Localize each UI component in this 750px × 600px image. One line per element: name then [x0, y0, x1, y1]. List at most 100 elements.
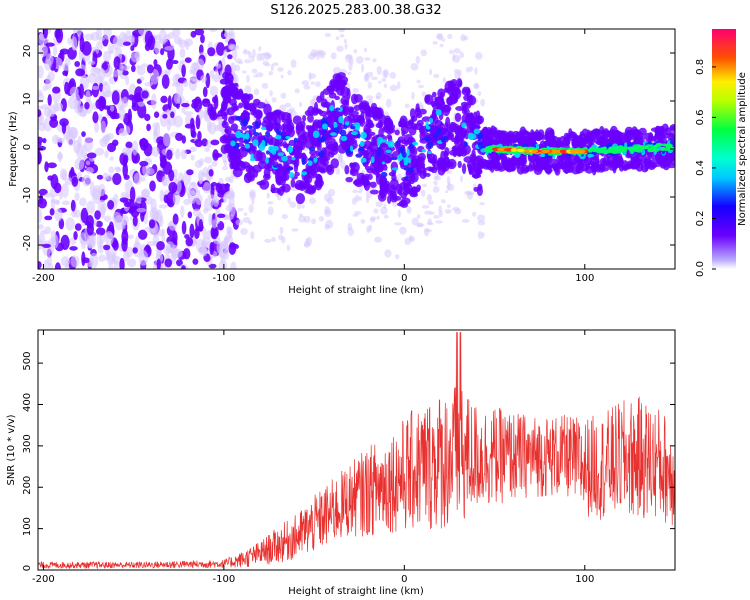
heatmap-cell — [295, 193, 306, 205]
heatmap-cell — [399, 122, 408, 128]
heatmap-cell — [294, 183, 300, 189]
heatmap-cell — [179, 48, 186, 59]
heatmap-cell — [224, 125, 232, 136]
heatmap-cell — [587, 149, 593, 153]
heatmap-cell — [539, 157, 549, 169]
heatmap-cell — [74, 60, 81, 67]
heatmap-cell — [485, 161, 494, 170]
heatmap-cell — [312, 130, 320, 139]
y-tick-label: -10 — [22, 187, 33, 203]
heatmap-cell — [211, 227, 218, 239]
heatmap-cell — [573, 135, 582, 142]
heatmap-cell — [133, 172, 143, 185]
heatmap-cell — [398, 226, 407, 235]
heatmap-cell — [230, 261, 237, 269]
heatmap-cell — [454, 112, 462, 122]
heatmap-cell — [287, 197, 292, 204]
heatmap-cell — [112, 70, 119, 78]
heatmap-cell — [181, 135, 187, 144]
heatmap-cell — [452, 54, 461, 63]
heatmap-cell — [441, 38, 446, 42]
heatmap-cell — [316, 95, 322, 103]
heatmap-cell — [309, 197, 317, 204]
heatmap-cell — [206, 119, 212, 133]
heatmap-cell — [168, 181, 178, 194]
heatmap-cell — [450, 79, 458, 86]
heatmap-cell — [355, 153, 363, 158]
heatmap-cell — [159, 48, 165, 56]
heatmap-cell — [473, 128, 481, 135]
heatmap-cell — [472, 211, 477, 217]
heatmap-cell — [45, 42, 55, 47]
heatmap-cell — [329, 104, 335, 112]
snr-plot-area — [38, 330, 675, 570]
heatmap-cell — [350, 166, 356, 175]
heatmap-cell — [421, 91, 427, 97]
heatmap-cell — [267, 200, 274, 205]
heatmap-cell — [477, 231, 483, 240]
heatmap-cell — [61, 183, 69, 198]
heatmap-cell — [369, 181, 377, 188]
heatmap-cell — [103, 29, 112, 40]
heatmap-cell — [161, 175, 170, 187]
heatmap-cell — [249, 157, 256, 162]
heatmap-cell — [427, 150, 433, 155]
heatmap-cell — [493, 161, 500, 169]
heatmap-cell — [408, 143, 414, 149]
heatmap-cell — [439, 43, 444, 48]
heatmap-cell — [139, 160, 149, 167]
heatmap-cell — [597, 164, 606, 173]
heatmap-cell — [223, 248, 230, 261]
heatmap-cell — [108, 166, 115, 174]
heatmap-cell — [192, 258, 199, 265]
y-tick-label: 300 — [22, 434, 33, 453]
heatmap-cell — [365, 71, 374, 78]
heatmap-cell — [275, 176, 282, 184]
heatmap-cell — [301, 157, 306, 166]
heatmap-cell — [284, 102, 292, 108]
heatmap-cell — [156, 240, 165, 251]
heatmap-cell — [315, 174, 323, 185]
heatmap-cell — [47, 94, 52, 107]
heatmap-cell — [294, 88, 300, 94]
heatmap-cell — [196, 58, 205, 70]
heatmap-cell — [466, 95, 477, 106]
heatmap-cell — [58, 190, 63, 200]
heatmap-cell — [339, 106, 343, 112]
heatmap-cell — [391, 167, 399, 171]
heatmap-cell — [411, 91, 415, 100]
heatmap-cell — [168, 169, 175, 182]
heatmap-cell — [49, 208, 55, 216]
heatmap-cell — [184, 57, 192, 63]
heatmap-cell — [460, 33, 466, 42]
heatmap-cell — [181, 64, 186, 78]
heatmap-cell — [198, 247, 204, 253]
heatmap-cell — [86, 214, 94, 229]
heatmap-cell — [97, 199, 107, 216]
heatmap-cell — [235, 157, 242, 165]
heatmap-cell — [622, 146, 630, 150]
heatmap-cell — [616, 156, 623, 162]
heatmap-cell — [225, 214, 234, 221]
figure-title: S126.2025.283.00.38.G32 — [270, 3, 441, 18]
heatmap-cell — [238, 102, 244, 109]
heatmap-cell — [39, 44, 48, 57]
snr-marks — [38, 332, 675, 570]
heatmap-cell — [568, 128, 573, 138]
heatmap-cell — [262, 173, 271, 181]
heatmap-cell — [159, 215, 164, 227]
heatmap-cell — [460, 101, 469, 107]
heatmap-cell — [65, 217, 75, 231]
heatmap-cell — [194, 139, 203, 148]
heatmap-cell — [286, 167, 294, 171]
heatmap-cell — [43, 29, 48, 39]
heatmap-cell — [477, 183, 483, 191]
heatmap-cell — [99, 96, 107, 109]
heatmap-cell — [446, 204, 451, 208]
heatmap-cell — [198, 109, 204, 120]
heatmap-cell — [71, 210, 78, 218]
heatmap-cell — [78, 83, 85, 99]
heatmap-cell — [406, 148, 410, 156]
heatmap-cell — [86, 200, 96, 215]
heatmap-cell — [384, 249, 392, 258]
